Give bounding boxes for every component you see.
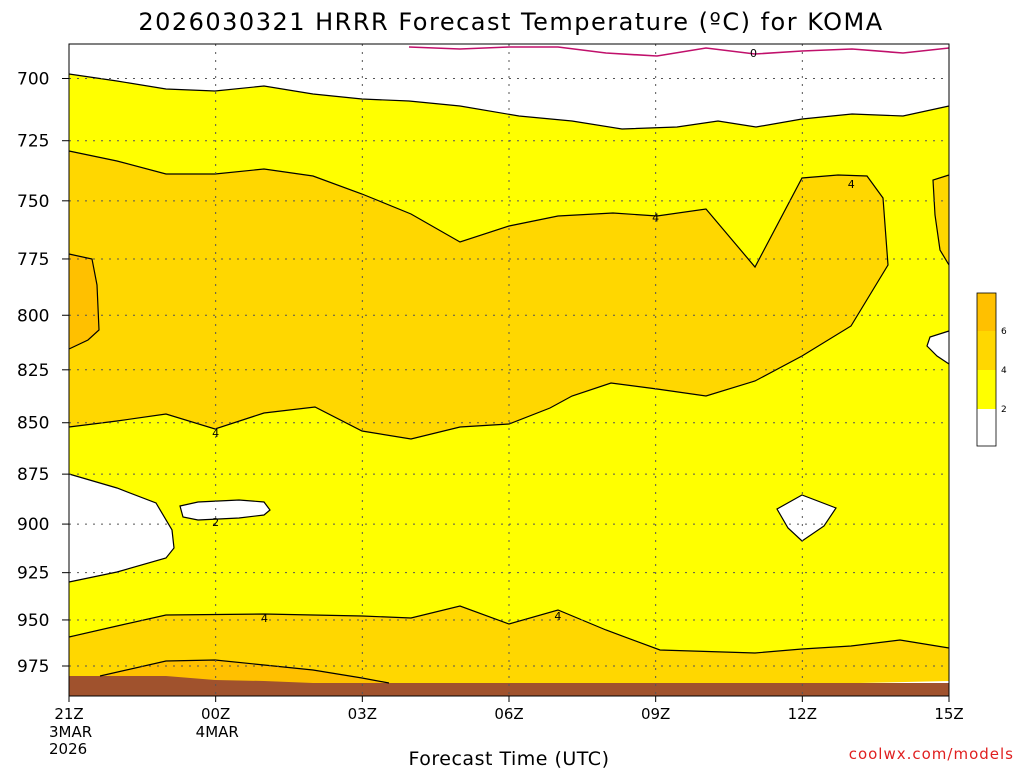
grid-lines: [69, 44, 949, 696]
y-tick-label: 950: [17, 611, 49, 631]
y-tick-label: 800: [17, 306, 49, 326]
fill-below-2-upper: [69, 44, 949, 129]
x-axis-title: Forecast Time (UTC): [409, 748, 610, 768]
x-tick-label: 21Z: [54, 705, 83, 723]
contour-4-upper: [68, 150, 889, 440]
contour-0-line: [408, 46, 950, 57]
colorbar-tick: 2: [1001, 405, 1007, 415]
contour-label: 4: [848, 178, 855, 191]
y-tick-label: 975: [17, 657, 49, 677]
contour-2-lower-left: [68, 473, 175, 583]
x-tick-label: 06Z: [494, 705, 523, 723]
colorbar: 2 4 6: [976, 292, 1007, 447]
contour-label: 4: [554, 610, 561, 623]
colorbar-swatch-2-to-4: [977, 370, 996, 409]
y-tick-label: 775: [17, 250, 49, 270]
x-tick-label: 03Z: [348, 705, 377, 723]
contour-2-right-edge: [926, 330, 950, 365]
y-tick-label: 900: [17, 515, 49, 535]
x-tick-label: 12Z: [788, 705, 817, 723]
y-tick-label: 875: [17, 465, 49, 485]
y-tick-label: 725: [17, 132, 49, 152]
contour-4-lower: [68, 605, 950, 654]
contour-6-left: [68, 253, 100, 350]
colorbar-frame: [976, 292, 997, 447]
fill-below-2-oval: [180, 500, 270, 520]
x-tick-sublabel: 2026: [49, 740, 87, 758]
contour-2-upper: [68, 73, 950, 130]
x-tick-sublabel: 4MAR: [196, 723, 239, 741]
y-tick-label: 850: [17, 414, 49, 434]
colorbar-swatch-below-2: [977, 409, 996, 446]
x-tick-label: 00Z: [201, 705, 230, 723]
colorbar-swatch-4-to-6: [977, 331, 996, 370]
y-tick-label: 750: [17, 192, 49, 212]
contour-label: 0: [750, 47, 757, 60]
y-axis-ticks: 700 725 750 775 800 825 850 875 900 925 950 975: [17, 70, 69, 677]
x-tick-sublabel: 3MAR: [49, 723, 92, 741]
contour-label: 2: [212, 516, 219, 529]
x-tick-label: 15Z: [934, 705, 963, 723]
credit-text: coolwx.com/models: [849, 745, 1014, 763]
y-tick-label: 700: [17, 70, 49, 90]
colorbar-tick: 6: [1001, 327, 1007, 337]
fill-4-to-6-mid: [69, 151, 888, 439]
colorbar-tick: 4: [1001, 366, 1007, 376]
colorbar-swatch-6-plus: [977, 293, 996, 331]
contour-label: 4: [261, 612, 268, 625]
fill-6-plus-left: [69, 254, 99, 349]
plot-area: [69, 44, 949, 696]
x-tick-label: 09Z: [641, 705, 670, 723]
contour-2-oval: [179, 499, 271, 521]
contour-2-diamond: [776, 494, 837, 542]
y-tick-label: 925: [17, 564, 49, 584]
ground-edge-notch: [860, 681, 949, 683]
y-tick-label: 825: [17, 361, 49, 381]
fill-4-to-6-right-edge: [933, 175, 949, 265]
contour-labels: 0 4 4 4 2 4 4: [212, 47, 855, 625]
contour-4-right-edge: [932, 174, 950, 266]
fill-below-2-right-edge: [927, 331, 949, 364]
fill-below-2-lower-left: [69, 474, 174, 582]
fill-below-2-diamond: [777, 495, 836, 541]
chart-title: 2026030321 HRRR Forecast Temperature (ºC…: [138, 8, 883, 36]
contour-label: 4: [212, 427, 219, 440]
contour-label: 4: [652, 211, 659, 224]
contour-lines: [68, 73, 950, 684]
